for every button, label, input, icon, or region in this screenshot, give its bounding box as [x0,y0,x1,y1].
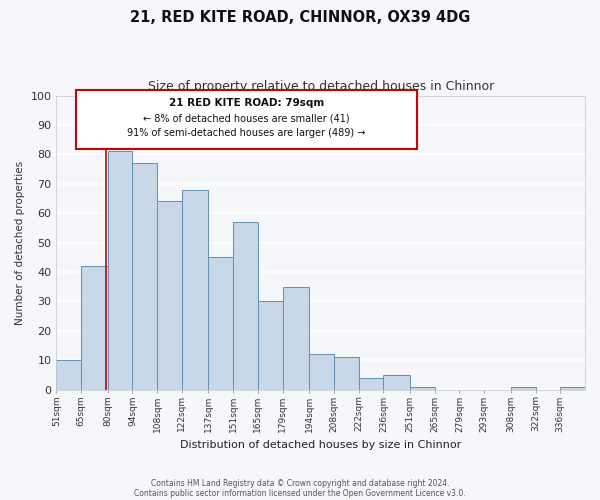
Bar [56,360,81,390]
Text: 91% of semi-detached houses are larger (489) →: 91% of semi-detached houses are larger (… [127,128,365,138]
Bar [76,90,417,148]
Bar [107,152,133,390]
Text: 21, RED KITE ROAD, CHINNOR, OX39 4DG: 21, RED KITE ROAD, CHINNOR, OX39 4DG [130,10,470,25]
Text: 21 RED KITE ROAD: 79sqm: 21 RED KITE ROAD: 79sqm [169,98,324,108]
Bar [359,378,383,390]
Bar [133,163,157,390]
Bar [383,375,410,390]
Bar [233,222,258,390]
Title: Size of property relative to detached houses in Chinnor: Size of property relative to detached ho… [148,80,494,93]
Bar [511,387,536,390]
Text: Contains HM Land Registry data © Crown copyright and database right 2024.: Contains HM Land Registry data © Crown c… [151,478,449,488]
Text: ← 8% of detached houses are smaller (41): ← 8% of detached houses are smaller (41) [143,113,350,123]
Bar [410,387,435,390]
Bar [258,302,283,390]
Bar [81,266,107,390]
Y-axis label: Number of detached properties: Number of detached properties [15,160,25,324]
Bar [334,358,359,390]
Bar [157,202,182,390]
Text: Contains public sector information licensed under the Open Government Licence v3: Contains public sector information licen… [134,488,466,498]
Bar [560,387,585,390]
X-axis label: Distribution of detached houses by size in Chinnor: Distribution of detached houses by size … [180,440,461,450]
Bar [182,190,208,390]
Bar [208,258,233,390]
Bar [309,354,334,390]
Bar [283,287,309,390]
